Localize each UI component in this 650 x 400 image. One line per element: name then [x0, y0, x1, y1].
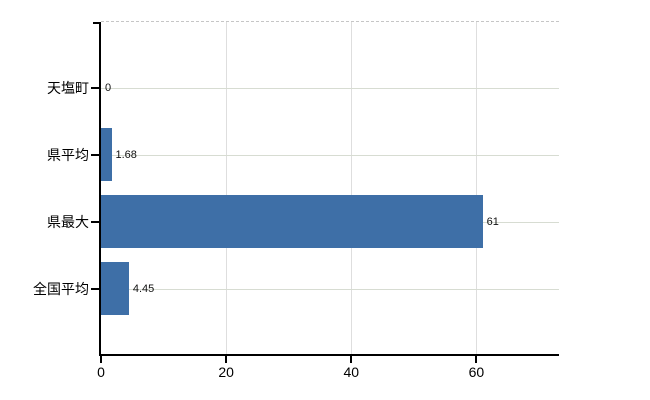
bar-value-label: 0	[105, 82, 112, 94]
bar-value-label: 1.68	[115, 149, 137, 161]
category-gridline	[101, 289, 559, 290]
y-axis-tick	[91, 221, 99, 223]
x-axis-line	[99, 354, 559, 356]
vertical-gridline	[226, 22, 228, 354]
x-axis-tick	[225, 356, 228, 363]
y-axis-top-cap	[93, 22, 99, 24]
category-gridline	[101, 155, 559, 156]
plot-top-dashed-border	[101, 21, 559, 22]
x-axis-tick	[100, 356, 102, 363]
y-axis-line	[99, 22, 101, 356]
bar-value-label: 61	[486, 216, 499, 228]
bar	[101, 262, 129, 315]
x-tick-label: 40	[343, 364, 360, 380]
x-tick-label: 60	[468, 364, 485, 380]
category-gridline	[101, 88, 559, 89]
y-axis-tick	[91, 154, 99, 156]
x-axis-tick	[350, 356, 353, 363]
vertical-gridline	[476, 22, 478, 354]
category-label: 県最大	[47, 214, 89, 230]
x-tick-label: 0	[97, 364, 105, 380]
category-label: 天塩町	[47, 80, 89, 96]
y-axis-tick	[91, 288, 99, 290]
category-label: 全国平均	[33, 281, 89, 297]
x-axis-tick	[475, 356, 478, 363]
bar-value-label: 4.45	[132, 283, 155, 295]
y-axis-tick	[91, 87, 99, 89]
category-label: 県平均	[47, 147, 89, 163]
vertical-gridline	[351, 22, 353, 354]
x-tick-label: 20	[218, 364, 234, 380]
bar	[101, 195, 483, 248]
bar	[101, 128, 112, 181]
